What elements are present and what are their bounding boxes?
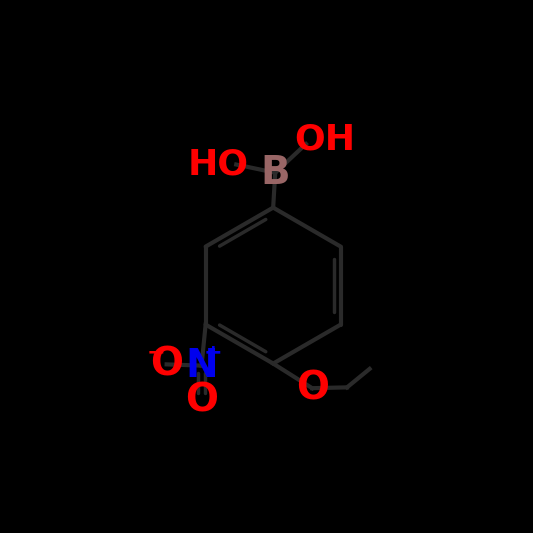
Text: O: O [296, 369, 329, 407]
Text: +: + [203, 343, 222, 364]
Text: HO: HO [187, 148, 248, 182]
Text: B: B [261, 154, 290, 192]
Text: O: O [150, 345, 183, 383]
Text: O: O [185, 382, 218, 419]
Text: N: N [185, 346, 218, 385]
Text: OH: OH [294, 122, 355, 156]
Text: −: − [146, 343, 165, 363]
